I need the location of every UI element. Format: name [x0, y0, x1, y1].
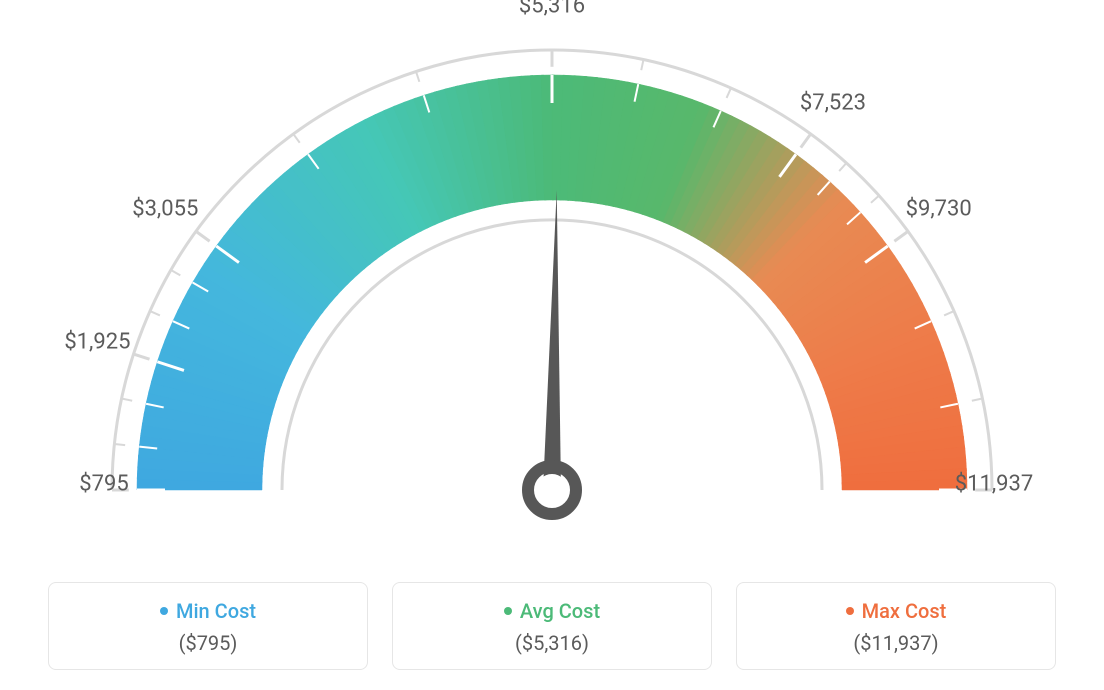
gauge-tick-label: $11,937 [955, 472, 1034, 497]
legend-card-max: Max Cost ($11,937) [736, 582, 1056, 670]
legend-row: Min Cost ($795) Avg Cost ($5,316) Max Cost ($… [0, 582, 1104, 670]
legend-value-max: ($11,937) [737, 631, 1055, 655]
gauge-svg [0, 0, 1104, 560]
gauge-needle [543, 190, 561, 490]
legend-dot-icon [504, 607, 512, 615]
legend-card-avg: Avg Cost ($5,316) [392, 582, 712, 670]
legend-title-text: Max Cost [862, 599, 947, 623]
legend-title-min: Min Cost [160, 599, 256, 623]
gauge-tick-label: $7,523 [800, 91, 866, 116]
legend-card-min: Min Cost ($795) [48, 582, 368, 670]
gauge-tick-label: $5,316 [519, 0, 585, 19]
legend-title-max: Max Cost [846, 599, 947, 623]
gauge-tick-label: $9,730 [906, 197, 972, 222]
legend-value-min: ($795) [49, 631, 367, 655]
cost-gauge: $795 $1,925 $3,055 $5,316 $7,523 $9,730 $11,93… [0, 0, 1104, 560]
legend-dot-icon [160, 607, 168, 615]
legend-title-text: Min Cost [176, 599, 256, 623]
gauge-tick-label: $795 [79, 472, 128, 497]
gauge-tick-label: $1,925 [64, 330, 130, 355]
gauge-tick-label: $3,055 [132, 197, 198, 222]
legend-title-text: Avg Cost [520, 599, 600, 623]
legend-title-avg: Avg Cost [504, 599, 600, 623]
legend-dot-icon [846, 607, 854, 615]
legend-value-avg: ($5,316) [393, 631, 711, 655]
